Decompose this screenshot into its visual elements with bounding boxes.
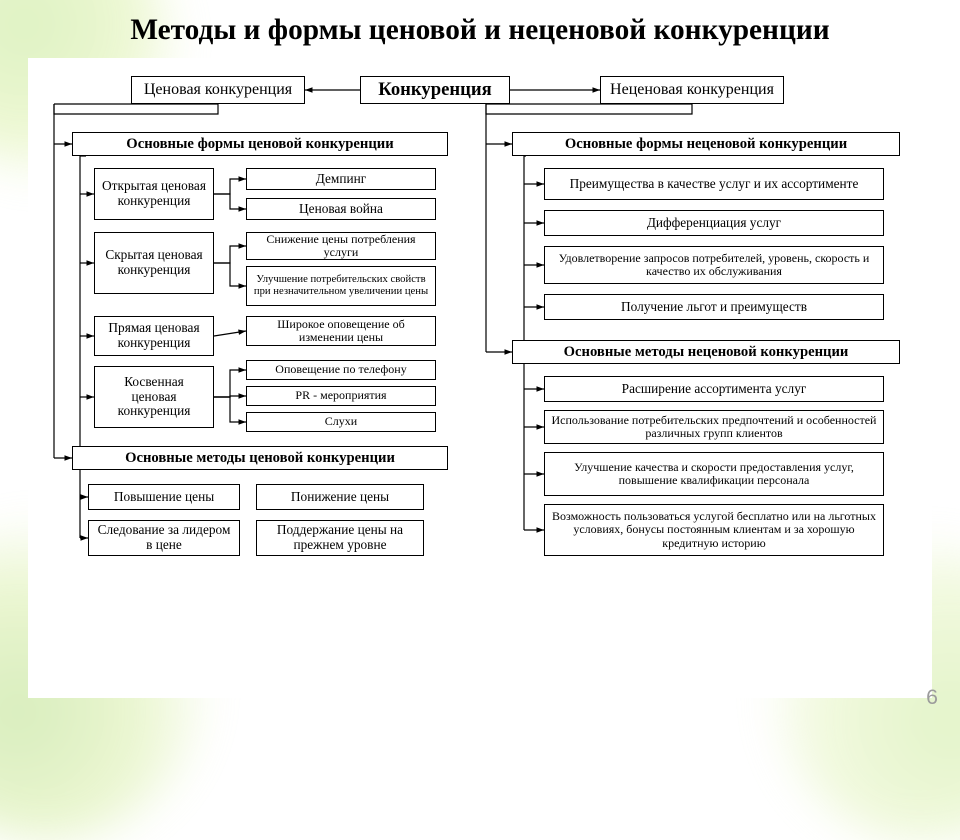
node-pf4b: PR - мероприятия bbox=[246, 386, 436, 406]
node-pm1: Повышение цены bbox=[88, 484, 240, 510]
node-nf3: Удовлетворение запросов потребителей, ур… bbox=[544, 246, 884, 284]
node-pf1b: Ценовая война bbox=[246, 198, 436, 220]
node-pm_title: Основные методы ценовой конкуренции bbox=[72, 446, 448, 470]
node-nonprice: Неценовая конкуренция bbox=[600, 76, 784, 104]
node-pf3: Прямая ценовая конкуренция bbox=[94, 316, 214, 356]
node-pf2: Скрытая ценовая конкуренция bbox=[94, 232, 214, 294]
node-pm2: Понижение цены bbox=[256, 484, 424, 510]
slide-title: Методы и формы ценовой и неценовой конку… bbox=[0, 14, 960, 47]
node-nf4: Получение льгот и преимуществ bbox=[544, 294, 884, 320]
node-pf_title: Основные формы ценовой конкуренции bbox=[72, 132, 448, 156]
node-pm3: Следование за лидером в цене bbox=[88, 520, 240, 556]
node-nf1: Преимущества в качестве услуг и их ассор… bbox=[544, 168, 884, 200]
node-nm_title: Основные методы неценовой конкуренции bbox=[512, 340, 900, 364]
node-pf4a: Оповещение по телефону bbox=[246, 360, 436, 380]
node-pf1: Открытая ценовая конкуренция bbox=[94, 168, 214, 220]
node-pf4: Косвенная ценовая конкуренция bbox=[94, 366, 214, 428]
node-pf2a: Снижение цены потребления услуги bbox=[246, 232, 436, 260]
node-nm4: Возможность пользоваться услугой бесплат… bbox=[544, 504, 884, 556]
node-pf1a: Демпинг bbox=[246, 168, 436, 190]
node-nm2: Использование потребительских предпочтен… bbox=[544, 410, 884, 444]
diagram-canvas: Конкуренция Ценовая конкуренция Неценовая … bbox=[28, 58, 932, 698]
node-pf3a: Широкое оповещение об изменении цены bbox=[246, 316, 436, 346]
node-nm1: Расширение ассортимента услуг bbox=[544, 376, 884, 402]
node-nf_title: Основные формы неценовой конкуренции bbox=[512, 132, 900, 156]
node-root: Конкуренция bbox=[360, 76, 510, 104]
node-nm3: Улучшение качества и скорости предоставл… bbox=[544, 452, 884, 496]
page-number: 6 bbox=[926, 685, 938, 710]
node-pf4c: Слухи bbox=[246, 412, 436, 432]
node-pm4: Поддержание цены на прежнем уровне bbox=[256, 520, 424, 556]
node-pf2b: Улучшение потребительских свойств при не… bbox=[246, 266, 436, 306]
node-nf2: Дифференциация услуг bbox=[544, 210, 884, 236]
node-price: Ценовая конкуренция bbox=[131, 76, 305, 104]
